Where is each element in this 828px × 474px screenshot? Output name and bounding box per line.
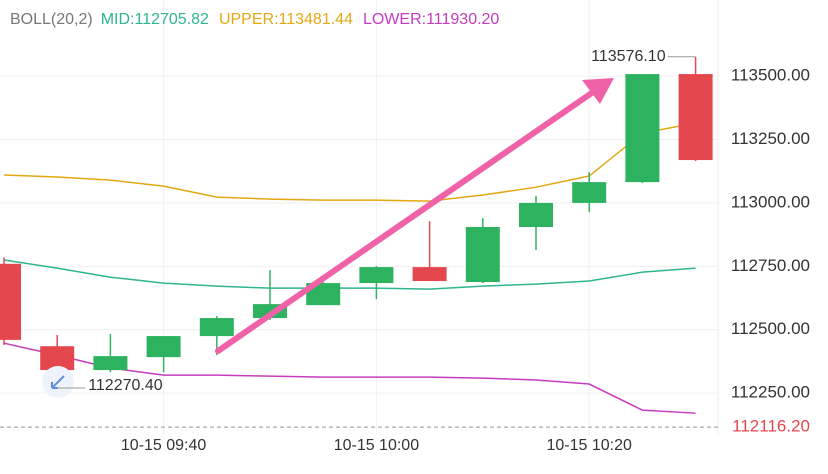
candle-body — [678, 74, 713, 161]
y-tick-label: 113500.00 — [731, 66, 810, 85]
candle-body — [519, 202, 553, 228]
candle-body — [465, 227, 500, 283]
y-tick-label: 113250.00 — [731, 129, 810, 148]
plot-area — [0, 0, 718, 435]
y-tick-label: 112500.00 — [731, 319, 810, 338]
y-tick-label: 113000.00 — [731, 192, 810, 211]
legend-entry: UPPER:113481.44 — [219, 11, 353, 28]
zoom-button[interactable] — [42, 366, 74, 398]
candle-body — [625, 74, 660, 183]
candle-body — [199, 318, 234, 337]
x-tick-label: 10-15 10:00 — [334, 437, 420, 454]
y-tick-label: 112250.00 — [731, 383, 810, 402]
candle-body — [359, 267, 394, 284]
candle-body — [40, 346, 75, 371]
low-label: 112270.40 — [88, 377, 163, 394]
legend-entry: LOWER:111930.20 — [363, 11, 499, 28]
current-price-label: 112116.20 — [732, 417, 810, 436]
candle-body — [93, 356, 128, 371]
candle-body — [306, 283, 341, 306]
current-price-box — [722, 416, 822, 439]
chart-title: BOLL(20,2) — [10, 11, 93, 28]
high-label: 113576.10 — [591, 48, 666, 65]
candle-body — [146, 336, 181, 358]
candle-body — [572, 182, 607, 203]
x-tick-label: 10-15 10:20 — [546, 437, 632, 454]
band-line — [3, 122, 696, 202]
legend-entry: MID:112705.82 — [101, 11, 209, 28]
y-tick-label: 112750.00 — [731, 256, 810, 275]
candle-body — [0, 263, 21, 340]
x-tick-label: 10-15 09:40 — [121, 437, 207, 454]
band-line — [3, 259, 696, 290]
candle-body — [412, 267, 447, 282]
trend-arrow — [215, 78, 614, 354]
